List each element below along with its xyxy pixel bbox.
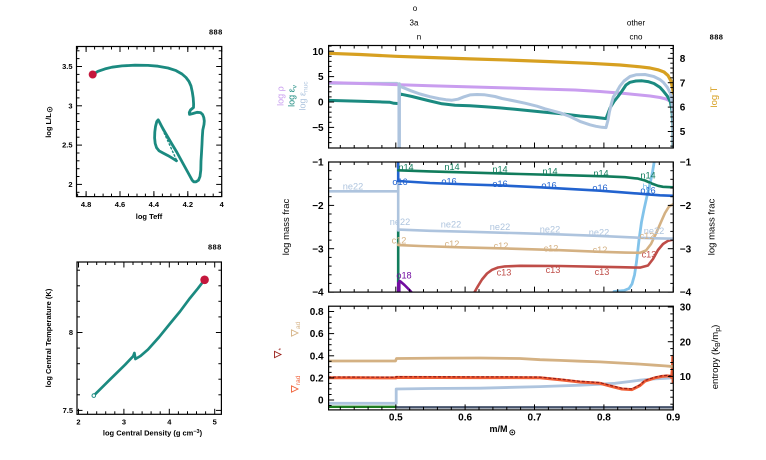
svg-text:c13: c13 [642,250,657,260]
svg-text:−1: −1 [312,158,324,169]
svg-text:0.9: 0.9 [666,413,680,424]
svg-text:n: n [417,33,421,42]
svg-text:0.8: 0.8 [597,413,611,424]
svg-text:o16: o16 [640,186,655,196]
svg-text:ne22: ne22 [343,181,363,191]
svg-text:log L/L: log L/L [44,113,53,138]
svg-text:0.8: 0.8 [310,307,324,318]
svg-text:ne22: ne22 [540,225,560,235]
svg-text:0.7: 0.7 [528,413,542,424]
svg-text:log ρ: log ρ [276,86,286,106]
svg-text:2: 2 [68,180,72,189]
svg-text:n14: n14 [593,169,608,179]
svg-text:4.2: 4.2 [183,200,193,209]
svg-text:0.6: 0.6 [458,413,472,424]
svg-text:3a: 3a [410,19,419,28]
svg-text:2: 2 [76,418,80,427]
svg-text:c12: c12 [392,236,407,246]
svg-text:5: 5 [318,72,324,83]
svg-text:6: 6 [680,103,686,114]
svg-text:3.5: 3.5 [62,62,72,71]
svg-text:888: 888 [710,33,724,42]
svg-text:n14: n14 [542,166,557,176]
svg-text:rad: rad [295,375,302,385]
svg-text:888: 888 [208,243,222,252]
svg-text:ne22: ne22 [644,226,664,236]
svg-text:log T: log T [709,86,720,107]
svg-text:o: o [413,4,418,13]
svg-text:entropy (kB/mp): entropy (kB/mp) [710,325,722,390]
svg-text:other: other [627,19,646,28]
svg-text:o16: o16 [392,177,407,187]
svg-text:−2: −2 [312,201,324,212]
svg-text:2.5: 2.5 [62,141,72,150]
svg-text:log mass frac: log mass frac [707,199,718,256]
svg-text:c12: c12 [640,231,655,241]
svg-text:c12: c12 [593,245,608,255]
svg-text:n14: n14 [492,164,507,174]
svg-text:log mass frac: log mass frac [281,199,292,256]
svg-text:7.5: 7.5 [63,406,73,415]
svg-text:−4: −4 [312,288,324,299]
svg-text:ad: ad [295,321,302,329]
svg-text:c12: c12 [544,244,559,254]
svg-text:o16: o16 [541,181,556,191]
svg-text:o16: o16 [492,179,507,189]
svg-text:c13: c13 [595,267,610,277]
svg-text:10: 10 [312,47,324,58]
svg-text:log εν: log εν [287,85,299,107]
svg-text:o18: o18 [396,271,411,281]
svg-text:−2: −2 [680,201,692,212]
svg-text:ne22: ne22 [441,220,461,230]
svg-text:0.2: 0.2 [310,374,324,385]
svg-text:h1: h1 [642,182,652,192]
svg-text:−5: −5 [312,123,324,134]
svg-text:0: 0 [318,98,324,109]
svg-text:c12: c12 [445,239,460,249]
svg-text:log Central Density (g cm−3): log Central Density (g cm−3) [103,429,203,438]
svg-text:4.4: 4.4 [149,200,160,209]
svg-text:4: 4 [220,200,225,209]
svg-text:n14: n14 [398,163,413,173]
svg-text:cno: cno [630,33,643,42]
svg-text:3: 3 [122,418,126,427]
svg-text:m/M: m/M [490,424,508,434]
svg-text:10: 10 [680,372,692,383]
svg-text:o16: o16 [441,176,456,186]
svg-text:4.8: 4.8 [81,200,91,209]
svg-text:30: 30 [680,303,692,314]
svg-text:*: * [278,348,285,351]
svg-text:0.6: 0.6 [310,329,324,340]
svg-text:0.4: 0.4 [310,351,324,362]
svg-text:log Teff: log Teff [136,212,163,221]
svg-text:o16: o16 [592,183,607,193]
svg-text:ne22: ne22 [589,228,609,238]
svg-text:5: 5 [213,418,217,427]
svg-text:log Central Temperature (K): log Central Temperature (K) [44,288,53,387]
svg-text:0.5: 0.5 [389,413,403,424]
svg-text:5: 5 [680,127,686,138]
svg-text:−3: −3 [680,244,692,255]
svg-text:n14: n14 [444,162,459,172]
svg-text:3: 3 [68,101,72,110]
svg-text:888: 888 [209,28,223,37]
svg-text:8: 8 [69,328,73,337]
svg-text:c13: c13 [546,265,561,275]
svg-text:4: 4 [167,418,172,427]
svg-text:7: 7 [680,78,686,89]
svg-text:−3: −3 [312,244,324,255]
svg-text:4.6: 4.6 [115,200,125,209]
svg-text:c12: c12 [494,241,509,251]
svg-text:0: 0 [318,396,324,407]
svg-text:ne22: ne22 [490,222,510,232]
svg-text:−1: −1 [680,158,692,169]
svg-text:ne22: ne22 [390,217,410,227]
svg-text:8: 8 [680,54,686,65]
svg-text:c13: c13 [497,268,512,278]
svg-text:20: 20 [680,337,692,348]
svg-text:−4: −4 [680,288,692,299]
svg-text:n14: n14 [640,171,655,181]
